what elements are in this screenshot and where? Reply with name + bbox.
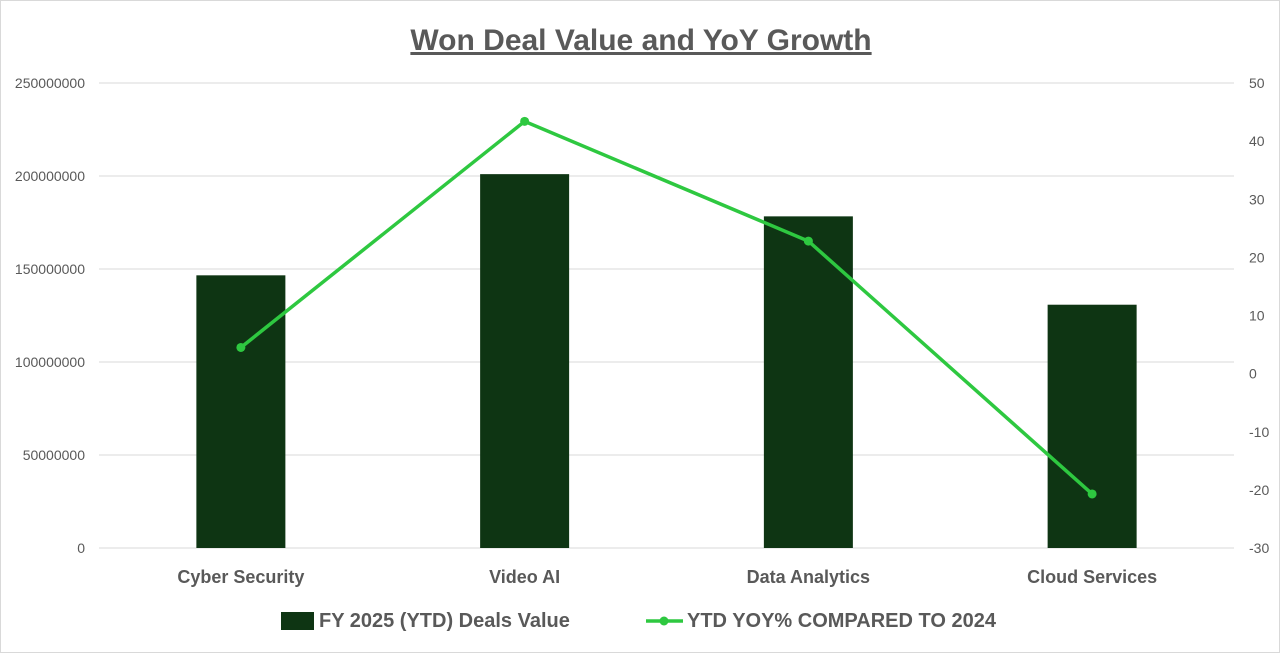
left-tick-label: 50000000 <box>23 447 86 463</box>
left-tick-label: 250000000 <box>15 75 85 91</box>
right-tick-label: 30 <box>1249 191 1265 207</box>
yoy-line <box>239 119 1094 496</box>
right-tick-label: -10 <box>1249 424 1269 440</box>
yoy-point-2 <box>803 236 813 246</box>
legend-bar-swatch <box>281 612 314 630</box>
yoy-point-0 <box>236 342 246 352</box>
bar-cloud-services <box>1047 304 1137 548</box>
left-tick-label: 0 <box>77 540 85 556</box>
right-tick-label: -20 <box>1249 482 1269 498</box>
right-tick-label: 40 <box>1249 133 1265 149</box>
bar-cyber-security <box>196 275 286 548</box>
right-tick-label: 10 <box>1249 308 1265 324</box>
right-tick-label: 0 <box>1249 366 1257 382</box>
yoy-point-1 <box>520 116 530 126</box>
right-tick-label: 50 <box>1249 75 1265 91</box>
right-tick-label: -30 <box>1249 540 1269 556</box>
right-tick-label: 20 <box>1249 249 1265 265</box>
category-label: Cyber Security <box>177 567 304 587</box>
chart-title: Won Deal Value and YoY Growth <box>410 24 871 57</box>
category-label: Cloud Services <box>1027 567 1157 587</box>
bar-video-ai <box>480 174 570 548</box>
left-tick-label: 150000000 <box>15 261 85 277</box>
left-tick-label: 100000000 <box>15 354 85 370</box>
legend-bar-label: FY 2025 (YTD) Deals Value <box>319 610 570 632</box>
yoy-point-3 <box>1087 489 1097 499</box>
category-label: Video AI <box>489 567 560 587</box>
legend-line-label: YTD YOY% COMPARED TO 2024 <box>687 610 997 632</box>
legend-line-marker <box>659 616 669 626</box>
left-tick-label: 200000000 <box>15 168 85 184</box>
category-label: Data Analytics <box>747 567 870 587</box>
bar-data-analytics <box>763 216 853 548</box>
